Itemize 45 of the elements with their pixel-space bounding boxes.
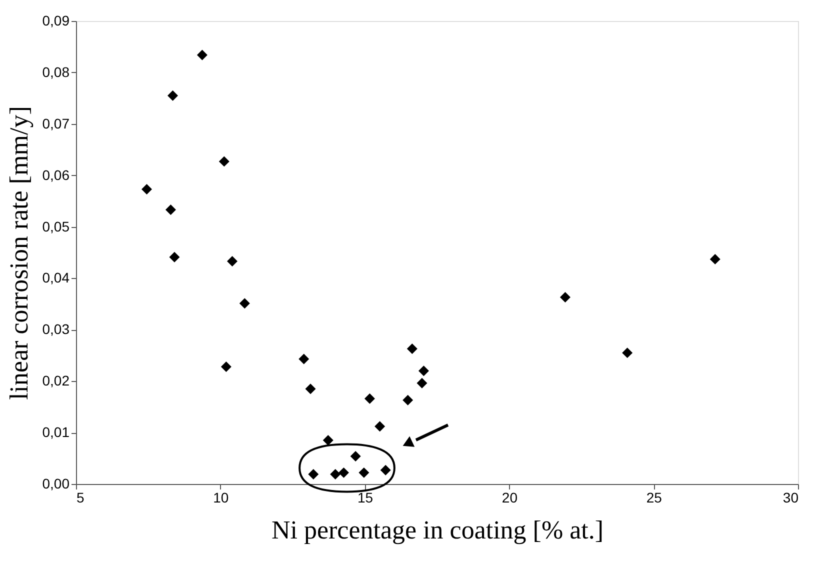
- y-tick-label: 0,05: [42, 218, 70, 234]
- point: [560, 292, 570, 302]
- point: [298, 354, 310, 364]
- x-tick-label: 25: [646, 490, 662, 506]
- x-tick-label: 5: [76, 490, 84, 506]
- x-tick-label: 10: [213, 490, 229, 506]
- point: [169, 252, 180, 262]
- point: [305, 384, 316, 394]
- point: [416, 378, 428, 388]
- y-tick-label: 0,06: [42, 166, 70, 183]
- point: [364, 393, 375, 404]
- y-tick-label: 0,02: [42, 372, 70, 389]
- point: [322, 435, 334, 446]
- point: [196, 50, 208, 60]
- point: [358, 467, 370, 478]
- x-tick-label: 20: [502, 490, 518, 506]
- y-tick-label: 0,03: [42, 321, 70, 338]
- point: [142, 184, 152, 194]
- y-tick-label: 0,07: [42, 115, 70, 132]
- point: [406, 343, 418, 354]
- y-tick-label: 0,04: [42, 270, 70, 286]
- point: [239, 298, 250, 309]
- point: [168, 90, 178, 101]
- x-tick-label: 15: [358, 490, 374, 506]
- point: [226, 256, 238, 266]
- point: [218, 156, 230, 167]
- point: [308, 468, 319, 480]
- point: [710, 254, 720, 264]
- y-axis-title: linear corrosion rate [mm/y]: [4, 106, 34, 400]
- point: [622, 348, 633, 358]
- point: [374, 421, 386, 432]
- point: [350, 450, 361, 462]
- y-tick-label: 0,08: [42, 64, 70, 80]
- point: [220, 361, 232, 372]
- x-tick-label: 30: [782, 490, 799, 506]
- point: [418, 366, 429, 376]
- y-tick-label: 0,00: [42, 476, 70, 492]
- point: [338, 467, 349, 478]
- point: [380, 464, 391, 476]
- y-tick-label: 0,01: [42, 424, 70, 440]
- x-axis-title: Ni percentage in coating [% at.]: [271, 516, 604, 544]
- point: [402, 394, 414, 406]
- y-tick-label: 0,09: [42, 12, 70, 28]
- point: [330, 468, 341, 480]
- point: [165, 204, 176, 216]
